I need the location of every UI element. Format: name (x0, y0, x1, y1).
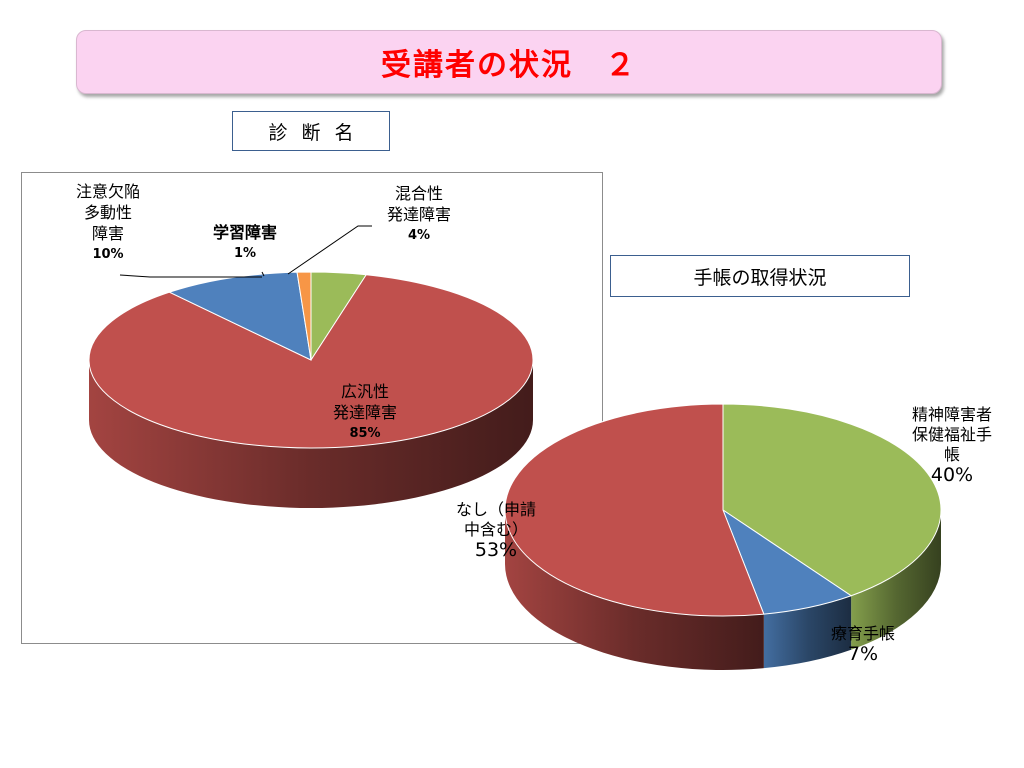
leader-line-ld (261, 271, 265, 277)
label-mixed-line1: 混合性 (394, 184, 443, 203)
label-pdd-line1: 広汎性 (340, 382, 389, 401)
pie2-side-1 (763, 595, 852, 669)
pie1-side-1 (89, 360, 533, 508)
pie1-slice-2 (168, 271, 312, 361)
pie1-slice-3 (296, 271, 312, 361)
label-pdd: 広汎性 発達障害 85% (310, 381, 420, 444)
diagnosis-heading-text: 診断名 (268, 121, 368, 144)
label-ryoiku-line1: 療育手帳 (830, 624, 895, 643)
diagnosis-chart-frame (21, 172, 603, 644)
pie2-side-0 (851, 510, 941, 650)
pie-2 (504, 403, 942, 670)
label-pdd-line2: 発達障害 (332, 403, 397, 422)
label-pdd-pct: 85% (349, 426, 381, 441)
label-mixed-pct: 4% (407, 228, 431, 243)
label-mental-line1: 精神障害者 (911, 405, 992, 424)
label-adhd-line3: 障害 (91, 224, 124, 243)
label-mental-line3: 帳 (943, 445, 960, 464)
pie2-slice-0 (722, 403, 942, 597)
label-ld-pct: 1% (233, 246, 257, 261)
diagnosis-heading: 診断名 (232, 111, 390, 151)
label-mixed: 混合性 発達障害 4% (364, 183, 474, 246)
label-adhd-pct: 10% (92, 247, 124, 262)
label-adhd: 注意欠陥 多動性 障害 10% (66, 181, 150, 265)
title-banner: 受講者の状況 ２ (76, 30, 942, 94)
pie1-slice-1 (88, 274, 534, 449)
leader-line-adhd (119, 274, 262, 278)
label-none: なし（申請 中含む） 53% (436, 500, 556, 560)
label-mental-line2: 保健福祉手 (911, 425, 992, 444)
pie2-slice-2 (504, 403, 765, 617)
pie-1 (88, 271, 534, 508)
label-mental: 精神障害者 保健福祉手 帳 40% (894, 405, 1010, 485)
label-none-line2: 中含む） (463, 520, 528, 539)
notebook-heading: 手帳の取得状況 (610, 255, 910, 297)
label-ryoiku-pct: 7% (847, 643, 879, 665)
label-mental-pct: 40% (930, 464, 974, 486)
label-none-pct: 53% (474, 539, 518, 561)
label-mixed-line2: 発達障害 (386, 205, 451, 224)
label-adhd-line2: 多動性 (83, 203, 132, 222)
leader-line-mixed (287, 225, 372, 275)
label-ld: 学習障害 1% (190, 222, 300, 264)
notebook-heading-text: 手帳の取得状況 (693, 266, 827, 289)
pie2-side-2 (505, 510, 764, 670)
label-none-line1: なし（申請 (455, 500, 536, 519)
label-adhd-line1: 注意欠陥 (75, 182, 140, 201)
label-ld-line1: 学習障害 (212, 223, 277, 242)
slide-title: 受講者の状況 ２ (381, 48, 637, 83)
label-ryoiku: 療育手帳 7% (808, 624, 918, 664)
